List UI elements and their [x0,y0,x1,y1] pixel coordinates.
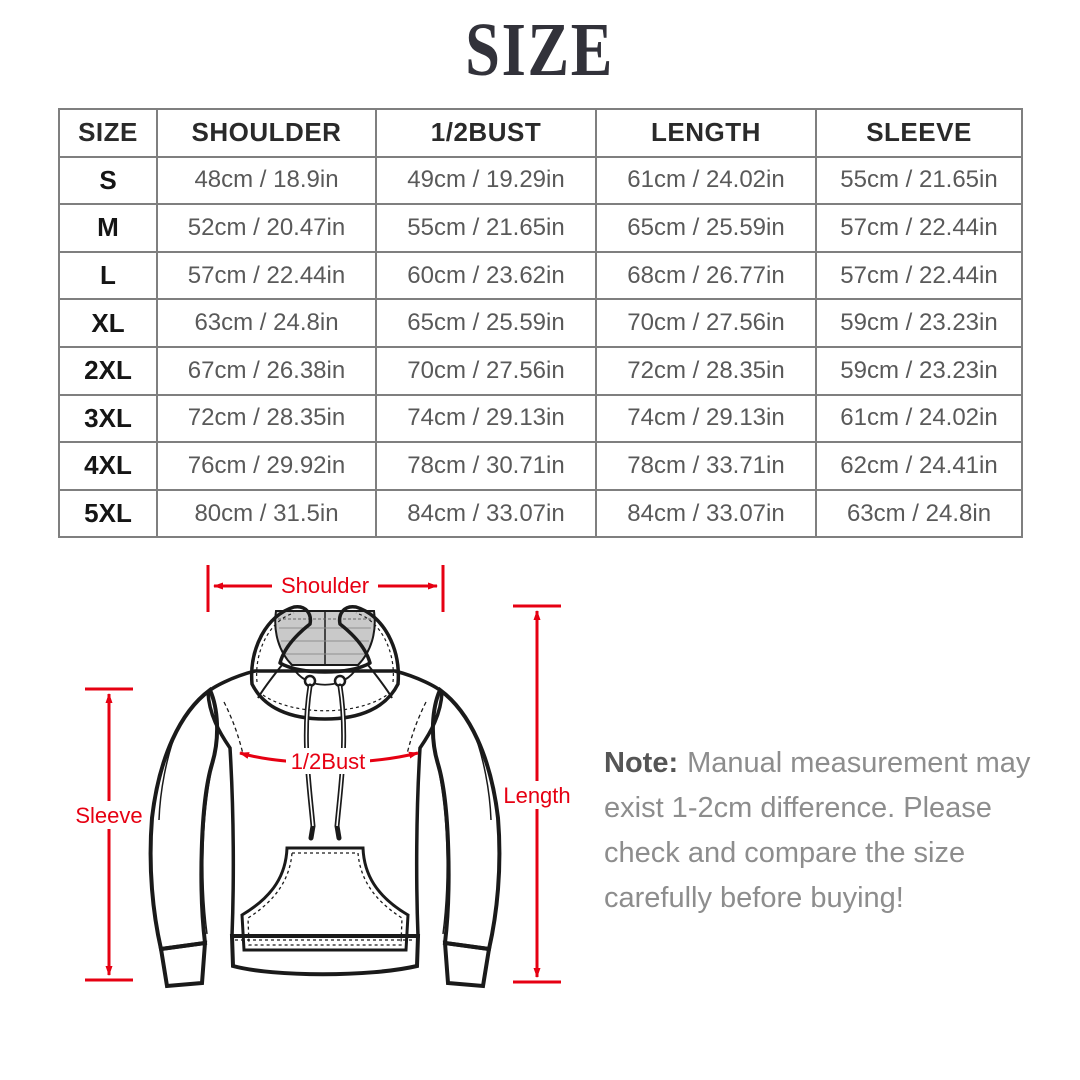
measurement-cell: 57cm / 22.44in [156,250,377,301]
size-label-cell: 4XL [58,441,158,491]
measurement-cell: 70cm / 27.56in [375,345,597,396]
measurement-cell: 76cm / 29.92in [156,441,377,491]
measurement-cell: 74cm / 29.13in [595,393,817,444]
measurement-cell: 57cm / 22.44in [815,203,1023,253]
measurement-cell: 78cm / 30.71in [375,441,597,491]
measurement-cell: 65cm / 25.59in [595,203,817,253]
column-header: LENGTH [595,108,817,158]
measurement-cell: 78cm / 33.71in [595,441,817,491]
table-row: S 48cm / 18.9in 49cm / 19.29in 61cm / 24.02… [58,155,1023,206]
size-label-cell: 2XL [58,345,158,396]
measurement-cell: 72cm / 28.35in [156,393,377,444]
size-label-cell: 3XL [58,393,158,444]
measurement-cell: 59cm / 23.23in [815,298,1023,348]
left-cuff [158,940,208,989]
measurement-cell: 63cm / 24.8in [156,298,377,348]
measurement-cell: 59cm / 23.23in [815,345,1023,396]
hem-band [229,934,421,977]
half-bust-arrow: 1/2Bust [239,748,419,774]
measurement-cell: 67cm / 26.38in [156,345,377,396]
measurement-cell: 55cm / 21.65in [815,155,1023,206]
hoodie-sketch [148,604,502,989]
length-label: Length [503,783,570,808]
pocket [240,846,410,952]
size-table: SIZE SHOULDER 1/2BUST LENGTH SLEEVE S 48cm / … [58,108,1023,539]
length-arrow: Length [503,604,571,984]
measurement-cell: 63cm / 24.8in [815,488,1023,539]
measurement-cell: 52cm / 20.47in [156,203,377,253]
measurement-cell: 84cm / 33.07in [595,488,817,539]
body-outline [206,669,444,938]
note-text: Note: Manual measurement may exist 1-2cm … [604,741,1052,921]
measurement-cell: 61cm / 24.02in [815,393,1023,444]
measurement-cell: 62cm / 24.41in [815,441,1023,491]
table-row: 4XL 76cm / 29.92in 78cm / 30.71in 78cm / 33… [58,441,1023,491]
page-title: SIZE [465,8,615,92]
hood-interior [274,610,376,666]
table-row: 5XL 80cm / 31.5in 84cm / 33.07in 84cm / 33.… [58,488,1023,539]
measurement-cell: 49cm / 19.29in [375,155,597,206]
measurement-cell: 61cm / 24.02in [595,155,817,206]
measurement-cell: 55cm / 21.65in [375,203,597,253]
shoulder-label: Shoulder [281,573,369,598]
table-row: 2XL 67cm / 26.38in 70cm / 27.56in 72cm / 28… [58,345,1023,396]
table-row: L 57cm / 22.44in 60cm / 23.62in 68cm / 26.7… [58,250,1023,301]
measurement-cell: 60cm / 23.62in [375,250,597,301]
table-row: XL 63cm / 24.8in 65cm / 25.59in 70cm / 27.5… [58,298,1023,348]
measurement-cell: 68cm / 26.77in [595,250,817,301]
hood-collar [249,604,401,721]
column-header: SHOULDER [156,108,377,158]
column-header: 1/2BUST [375,108,597,158]
size-label-cell: S [58,155,158,206]
measurement-cell: 57cm / 22.44in [815,250,1023,301]
right-cuff [442,940,492,989]
left-sleeve [148,686,220,952]
measurement-cell: 84cm / 33.07in [375,488,597,539]
size-label-cell: M [58,203,158,253]
size-label-cell: 5XL [58,488,158,539]
sleeve-arrow: Sleeve [75,687,143,982]
measurement-cell: 65cm / 25.59in [375,298,597,348]
note-label: Note: [604,747,679,779]
size-table-body: S 48cm / 18.9in 49cm / 19.29in 61cm / 24.02… [58,155,1023,539]
size-label-cell: L [58,250,158,301]
shoulder-arrow: Shoulder [206,565,445,612]
measurement-cell: 80cm / 31.5in [156,488,377,539]
measurement-cell: 74cm / 29.13in [375,393,597,444]
size-label-cell: XL [58,298,158,348]
measurement-annotations: Shoulder 1/2Bust Sleeve Length [75,565,571,984]
table-row: 3XL 72cm / 28.35in 74cm / 29.13in 74cm / 29… [58,393,1023,444]
column-header: SIZE [58,108,158,158]
measurement-cell: 48cm / 18.9in [156,155,377,206]
column-header: SLEEVE [815,108,1023,158]
half-bust-label: 1/2Bust [291,749,366,774]
table-row: M 52cm / 20.47in 55cm / 21.65in 65cm / 25.5… [58,203,1023,253]
size-table-header: SIZE SHOULDER 1/2BUST LENGTH SLEEVE [58,108,1023,158]
sleeve-label: Sleeve [75,803,142,828]
note-body: Manual measurement may exist 1-2cm diffe… [604,747,1031,914]
hoodie-diagram: Shoulder 1/2Bust Sleeve Length [75,565,571,989]
measurement-cell: 70cm / 27.56in [595,298,817,348]
measurement-cell: 72cm / 28.35in [595,345,817,396]
right-sleeve [430,686,502,952]
